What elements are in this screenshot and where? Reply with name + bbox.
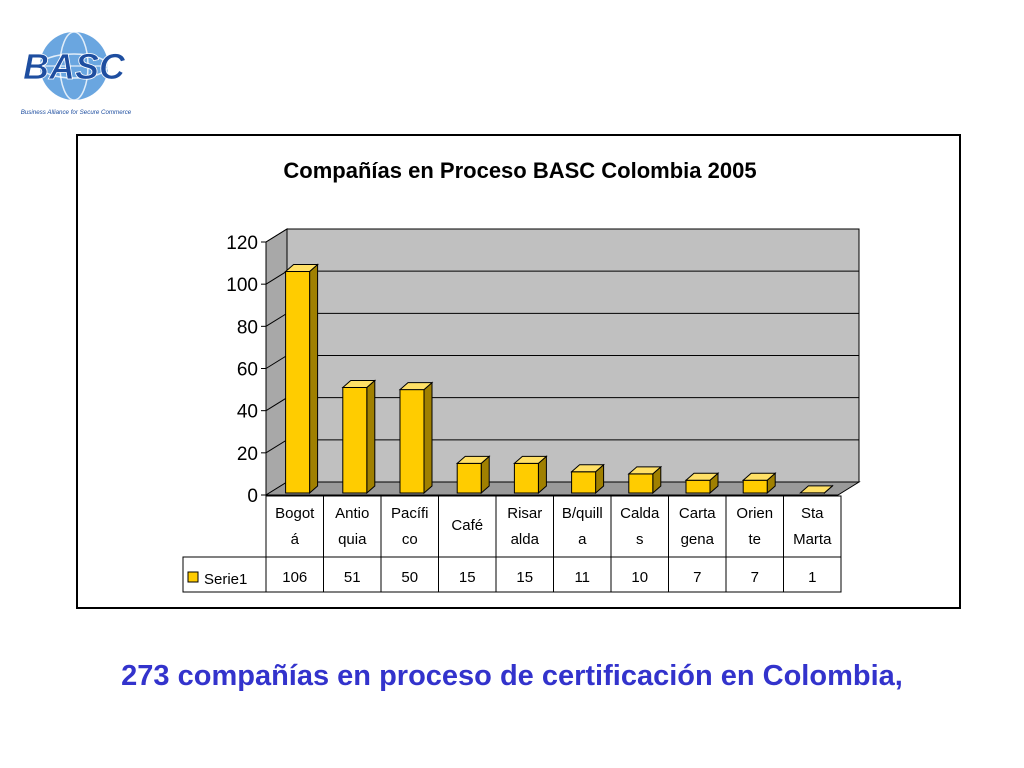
- legend-series-name: Serie1: [204, 571, 247, 588]
- category-label: Calda: [620, 505, 660, 522]
- category-label: gena: [681, 531, 715, 548]
- bar-top: [799, 485, 834, 494]
- bar-chart: Compañías en Proceso BASC Colombia 2005 0…: [182, 158, 861, 593]
- logo-mark-text: BASC: [23, 46, 126, 87]
- basc-logo: BASC Business Alliance for Secure Commer…: [21, 31, 132, 116]
- caption-text: 273 compañías en proceso de certificació…: [121, 660, 903, 692]
- gridline: [265, 228, 859, 243]
- bar-side: [309, 263, 319, 495]
- data-table-value: 15: [516, 569, 533, 586]
- bar-top: [513, 455, 548, 464]
- y-tick-label: 100: [226, 275, 258, 296]
- category-label: Bogot: [275, 505, 315, 522]
- data-table-value: 7: [693, 569, 701, 586]
- data-table-value: 50: [401, 569, 418, 586]
- category-label: alda: [511, 531, 540, 548]
- y-tick-label: 60: [237, 360, 258, 381]
- bar-side: [423, 381, 433, 495]
- category-label: Risar: [507, 505, 542, 522]
- category-label: Carta: [679, 505, 716, 522]
- chart-title: Compañías en Proceso BASC Colombia 2005: [283, 158, 756, 183]
- category-label: co: [402, 531, 418, 548]
- chart-frame: Compañías en Proceso BASC Colombia 2005 0…: [76, 134, 961, 609]
- bar: [342, 386, 368, 494]
- category-label: B/quill: [562, 505, 603, 522]
- y-tick-label: 80: [237, 317, 258, 338]
- y-tick-label: 20: [237, 444, 258, 465]
- y-tick-label: 120: [226, 233, 258, 254]
- category-label: a: [578, 531, 587, 548]
- data-table-value: 106: [282, 569, 307, 586]
- y-tick-label: 0: [247, 486, 258, 507]
- bar-top: [684, 472, 720, 481]
- category-label: Café: [451, 517, 483, 534]
- bar: [513, 462, 539, 494]
- data-table-value: 51: [344, 569, 361, 586]
- bar-top: [398, 382, 434, 391]
- category-label: Antio: [335, 505, 369, 522]
- bar-top: [741, 472, 777, 481]
- data-table-value: 1: [808, 569, 816, 586]
- logo-tagline: Business Alliance for Secure Commerce: [21, 109, 132, 116]
- legend-swatch: [187, 571, 199, 583]
- bar-top: [627, 466, 663, 475]
- category-label: Pacífi: [391, 505, 429, 522]
- category-label: Sta: [801, 505, 824, 522]
- bar: [285, 271, 311, 494]
- bar: [399, 389, 425, 494]
- bar-top: [284, 264, 319, 273]
- category-label: Orien: [736, 505, 773, 522]
- category-label: á: [291, 531, 300, 548]
- bar: [742, 479, 768, 494]
- bar-top: [341, 379, 377, 388]
- data-table-value: 15: [459, 569, 476, 586]
- y-tick-label: 40: [237, 402, 258, 423]
- bar-top: [455, 455, 491, 464]
- data-table-value: 10: [631, 569, 648, 586]
- bar-top: [570, 464, 605, 473]
- category-label: s: [636, 531, 644, 548]
- data-table-value: 11: [574, 569, 590, 586]
- bar: [628, 473, 654, 494]
- category-label: te: [748, 531, 761, 548]
- bar: [456, 462, 482, 494]
- category-label: quia: [338, 531, 367, 548]
- bar-side: [366, 379, 376, 495]
- data-table-value: 7: [751, 569, 759, 586]
- category-label: Marta: [793, 531, 832, 548]
- bar: [685, 479, 711, 494]
- bar: [571, 471, 597, 494]
